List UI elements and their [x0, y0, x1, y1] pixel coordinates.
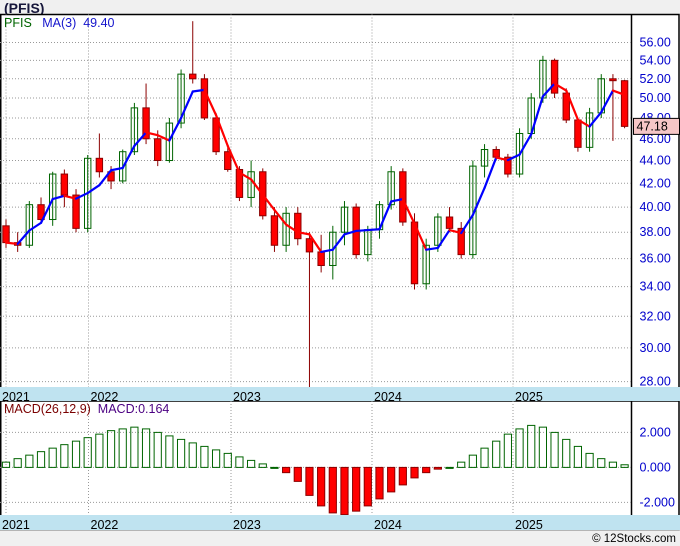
- svg-text:34.00: 34.00: [640, 280, 671, 294]
- svg-text:47.18: 47.18: [637, 119, 668, 133]
- svg-text:44.00: 44.00: [640, 154, 671, 168]
- svg-text:32.00: 32.00: [640, 309, 671, 323]
- svg-text:0.000: 0.000: [640, 460, 671, 474]
- svg-text:30.00: 30.00: [640, 341, 671, 355]
- svg-text:42.00: 42.00: [640, 176, 671, 190]
- svg-text:38.00: 38.00: [640, 225, 671, 239]
- svg-text:2.000: 2.000: [640, 425, 671, 439]
- svg-text:-2.000: -2.000: [640, 495, 675, 509]
- svg-text:54.00: 54.00: [640, 53, 671, 67]
- svg-text:50.00: 50.00: [640, 91, 671, 105]
- svg-text:52.00: 52.00: [640, 72, 671, 86]
- svg-text:56.00: 56.00: [640, 36, 671, 50]
- svg-text:36.00: 36.00: [640, 252, 671, 266]
- svg-text:40.00: 40.00: [640, 200, 671, 214]
